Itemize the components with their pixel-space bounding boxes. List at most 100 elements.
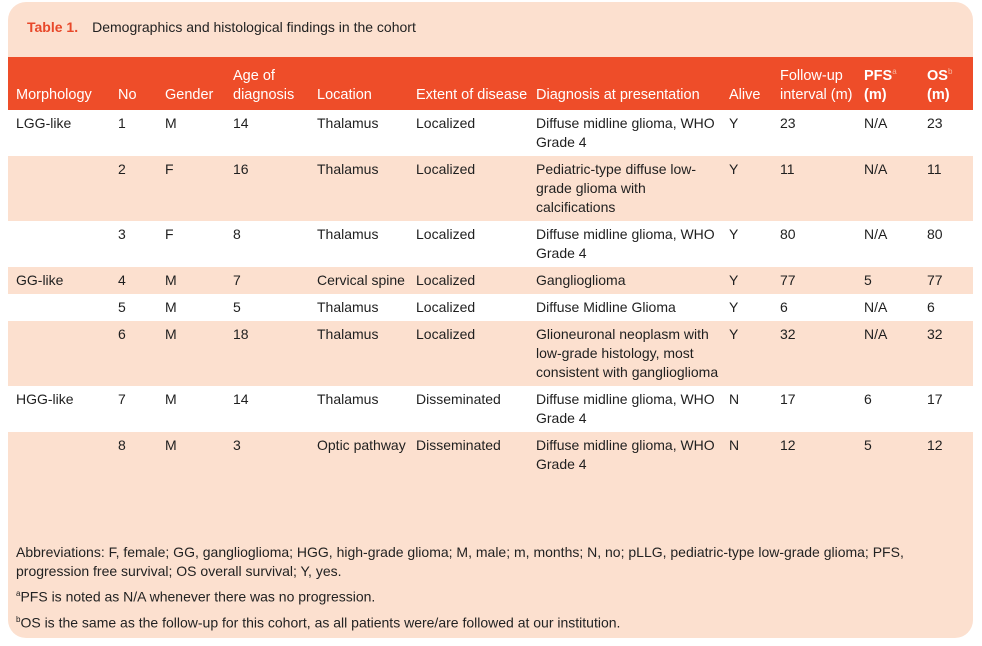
cell-location: Thalamus xyxy=(309,320,408,386)
cell-no: 8 xyxy=(110,431,157,478)
cell-os: 80 xyxy=(919,220,973,267)
footnote-b-mark: b xyxy=(16,614,21,624)
cell-followup: 12 xyxy=(772,431,856,478)
cell-followup: 80 xyxy=(772,220,856,267)
cell-extent: Disseminated xyxy=(408,431,528,478)
cell-extent: Localized xyxy=(408,109,528,156)
table-row: 6 M 18 Thalamus Localized Glioneuronal neopla… xyxy=(8,320,973,386)
cell-extent: Localized xyxy=(408,320,528,386)
header-os: OSb (m) xyxy=(919,57,973,110)
header-no: No xyxy=(110,57,157,110)
footnote-a: aPFS is noted as N/A whenever there was … xyxy=(16,584,956,607)
cell-morphology xyxy=(8,293,110,321)
cell-morphology: LGG-like xyxy=(8,109,110,156)
cell-os: 23 xyxy=(919,109,973,156)
cell-diagnosis: Diffuse midline glioma, WHO Grade 4 xyxy=(528,385,721,432)
cell-alive: Y xyxy=(721,320,772,386)
cell-pfs: N/A xyxy=(856,293,919,321)
cell-alive: Y xyxy=(721,155,772,221)
cell-alive: Y xyxy=(721,220,772,267)
cell-gender: M xyxy=(157,320,225,386)
header-diagnosis: Diagnosis at presentation xyxy=(528,57,721,110)
cell-followup: 77 xyxy=(772,266,856,294)
cell-alive: Y xyxy=(721,293,772,321)
cell-followup: 32 xyxy=(772,320,856,386)
cell-diagnosis: Diffuse midline glioma, WHO Grade 4 xyxy=(528,220,721,267)
table-panel: Table 1. Demographics and histological fi… xyxy=(8,2,973,638)
cell-pfs: N/A xyxy=(856,155,919,221)
header-age: Age of diagnosis xyxy=(225,57,309,110)
table-row: GG-like 4 M 7 Cervical spine Localized Ganglio… xyxy=(8,266,973,294)
cell-followup: 11 xyxy=(772,155,856,221)
table-row: 8 M 3 Optic pathway Disseminated Diffuse midl… xyxy=(8,431,973,478)
table-footnotes: Abbreviations: F, female; GG, gangliogli… xyxy=(16,543,956,635)
table-row: HGG-like 7 M 14 Thalamus Disseminated Diffuse … xyxy=(8,385,973,432)
table-row: 5 M 5 Thalamus Localized Diffuse Midline Glio… xyxy=(8,293,973,321)
cell-os: 17 xyxy=(919,385,973,432)
cell-os: 77 xyxy=(919,266,973,294)
cell-diagnosis: Glioneuronal neoplasm with low-grade his… xyxy=(528,320,721,386)
cell-pfs: N/A xyxy=(856,220,919,267)
cell-location: Thalamus xyxy=(309,385,408,432)
cell-no: 7 xyxy=(110,385,157,432)
cell-age: 14 xyxy=(225,109,309,156)
cell-morphology xyxy=(8,155,110,221)
cell-gender: M xyxy=(157,109,225,156)
cell-extent: Localized xyxy=(408,293,528,321)
cell-diagnosis: Pediatric-type diffuse low-grade glioma … xyxy=(528,155,721,221)
cell-pfs: 6 xyxy=(856,385,919,432)
header-os-mark: b xyxy=(947,67,953,76)
cell-alive: Y xyxy=(721,109,772,156)
cell-gender: F xyxy=(157,220,225,267)
header-pfs: PFSa (m) xyxy=(856,57,919,110)
cell-no: 1 xyxy=(110,109,157,156)
header-row: Morphology No Gender Age of diagnosis Lo… xyxy=(8,57,973,110)
cell-gender: M xyxy=(157,385,225,432)
table-caption-label: Table 1. xyxy=(27,19,79,35)
demographics-table: Morphology No Gender Age of diagnosis Lo… xyxy=(8,57,973,478)
cell-location: Thalamus xyxy=(309,220,408,267)
cell-extent: Localized xyxy=(408,155,528,221)
header-gender: Gender xyxy=(157,57,225,110)
header-extent: Extent of disease xyxy=(408,57,528,110)
cell-followup: 17 xyxy=(772,385,856,432)
cell-age: 7 xyxy=(225,266,309,294)
cell-age: 5 xyxy=(225,293,309,321)
header-os-unit: (m) xyxy=(927,86,950,103)
header-alive: Alive xyxy=(721,57,772,110)
cell-pfs: 5 xyxy=(856,431,919,478)
table-row: 3 F 8 Thalamus Localized Diffuse midline glio… xyxy=(8,220,973,267)
cell-followup: 23 xyxy=(772,109,856,156)
cell-no: 5 xyxy=(110,293,157,321)
cell-gender: M xyxy=(157,266,225,294)
cell-extent: Localized xyxy=(408,266,528,294)
cell-no: 4 xyxy=(110,266,157,294)
table-body: LGG-like 1 M 14 Thalamus Localized Diffuse mid… xyxy=(8,109,973,478)
cell-diagnosis: Diffuse midline glioma, WHO Grade 4 xyxy=(528,431,721,478)
cell-morphology xyxy=(8,431,110,478)
header-os-label: OS xyxy=(927,67,948,84)
cell-gender: M xyxy=(157,293,225,321)
cell-location: Cervical spine xyxy=(309,266,408,294)
cell-diagnosis: Diffuse Midline Glioma xyxy=(528,293,721,321)
footnote-abbreviations: Abbreviations: F, female; GG, gangliogli… xyxy=(16,544,904,579)
footnote-b: bOS is the same as the follow-up for thi… xyxy=(16,610,956,633)
cell-location: Thalamus xyxy=(309,109,408,156)
cell-age: 14 xyxy=(225,385,309,432)
header-morphology: Morphology xyxy=(8,57,110,110)
footnote-b-text: OS is the same as the follow-up for this… xyxy=(20,614,621,631)
cell-diagnosis: Diffuse midline glioma, WHO Grade 4 xyxy=(528,109,721,156)
cell-no: 2 xyxy=(110,155,157,221)
cell-os: 6 xyxy=(919,293,973,321)
cell-pfs: N/A xyxy=(856,109,919,156)
cell-gender: M xyxy=(157,431,225,478)
cell-gender: F xyxy=(157,155,225,221)
cell-no: 6 xyxy=(110,320,157,386)
table-caption-title: Demographics and histological findings i… xyxy=(92,19,416,35)
cell-morphology xyxy=(8,320,110,386)
footnote-a-mark: a xyxy=(16,589,21,598)
cell-extent: Localized xyxy=(408,220,528,267)
cell-location: Optic pathway xyxy=(309,431,408,478)
cell-os: 11 xyxy=(919,155,973,221)
cell-diagnosis: Ganglioglioma xyxy=(528,266,721,294)
